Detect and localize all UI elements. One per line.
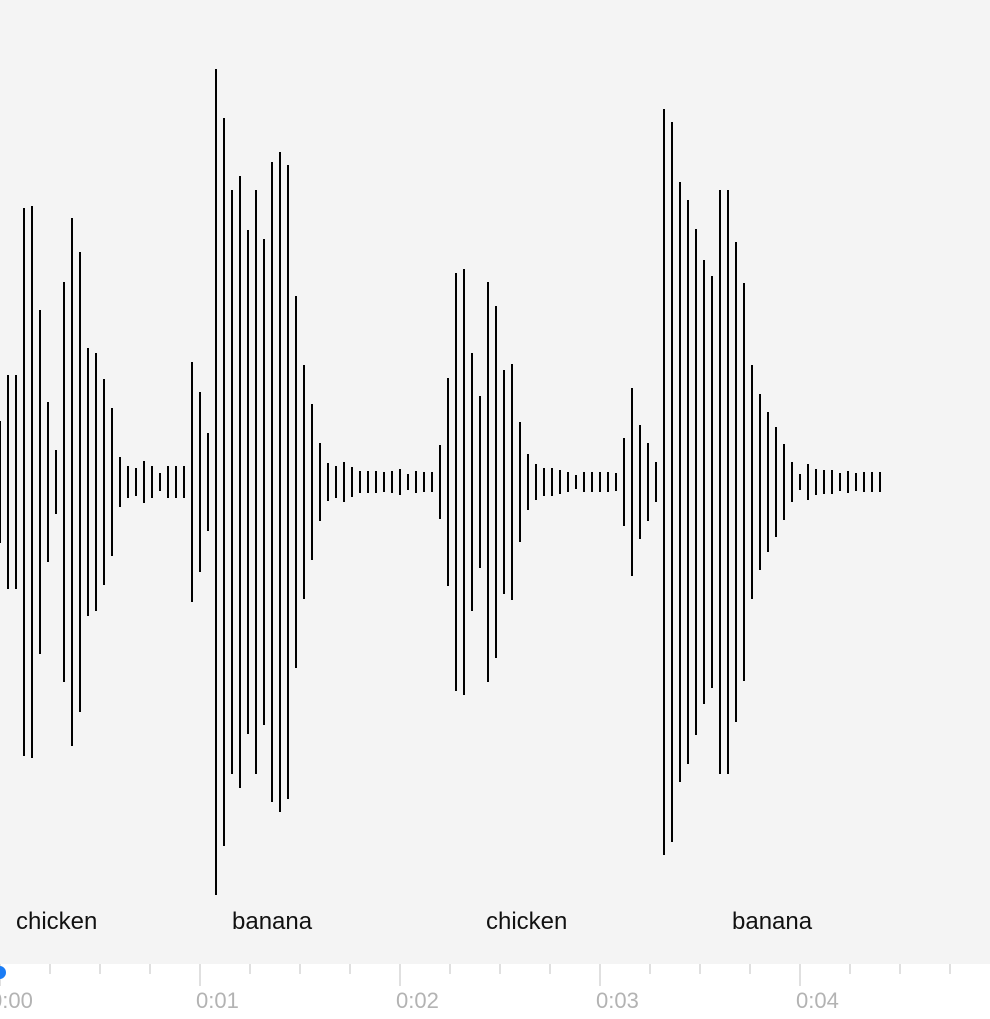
time-label-3: 0:03 <box>596 988 639 1014</box>
waveform-panel[interactable]: chicken banana chicken banana <box>0 0 990 964</box>
time-label-2: 0:02 <box>396 988 439 1014</box>
timeline-ruler[interactable]: 0:00 0:01 0:02 0:03 0:04 <box>0 964 990 1019</box>
word-label-chicken-2: chicken <box>486 908 567 936</box>
word-label-banana-2: banana <box>732 908 812 936</box>
word-label-banana-1: banana <box>232 908 312 936</box>
timeline-ticks <box>0 964 990 1019</box>
word-label-chicken-1: chicken <box>16 908 97 936</box>
time-label-4: 0:04 <box>796 988 839 1014</box>
waveform[interactable] <box>0 0 990 964</box>
time-label-0: 0:00 <box>0 988 33 1014</box>
time-label-1: 0:01 <box>196 988 239 1014</box>
